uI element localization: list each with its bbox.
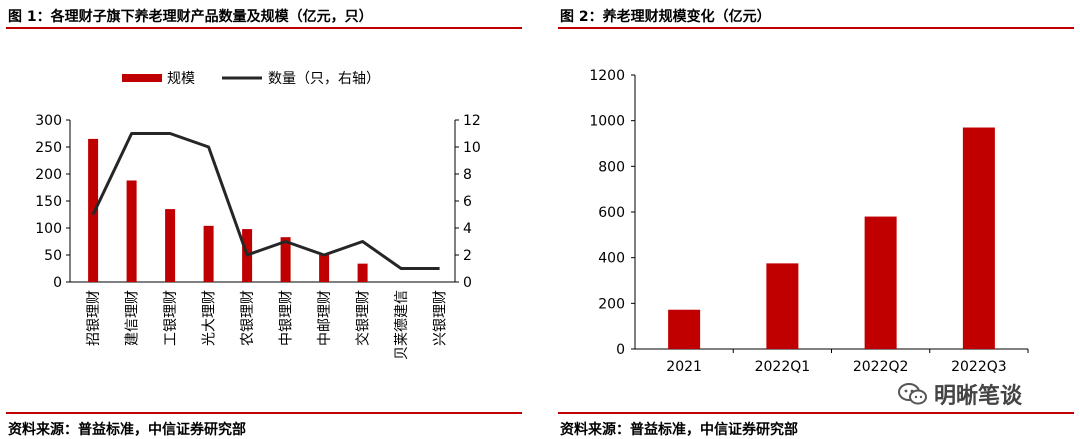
x-tick-label: 2022Q2 <box>853 359 909 375</box>
y-tick-label-left: 0 <box>53 275 62 291</box>
y-tick-label-right: 0 <box>463 275 472 291</box>
left-source: 资料来源：普益标准，中信证券研究部 <box>8 422 246 438</box>
y-tick-label-right: 8 <box>463 167 472 183</box>
right-bar-chart: 1200 1000 800 600 400 200 0 2021 2022Q1 2022Q2 202… <box>589 68 1029 375</box>
y-tick-label: 400 <box>598 251 625 267</box>
y-tick-label-left: 50 <box>44 248 62 264</box>
x-tick-label: 中银理财 <box>279 290 295 346</box>
legend-swatch-bar <box>122 74 162 82</box>
bar-0 <box>668 309 701 349</box>
x-tick-label: 农银理财 <box>240 290 256 346</box>
bar-0 <box>88 138 99 282</box>
bar-1 <box>126 180 137 282</box>
y-tick-label-right: 10 <box>463 140 481 156</box>
bar-7 <box>357 263 368 282</box>
x-tick-label: 2022Q1 <box>755 359 811 375</box>
x-tick-label: 中邮理财 <box>317 290 333 346</box>
y-tick-label: 800 <box>598 159 625 175</box>
y-tick-label: 200 <box>598 296 625 312</box>
right-title-rule <box>558 27 1074 29</box>
y-tick-label-left: 300 <box>35 113 62 129</box>
y-tick-label: 1200 <box>589 68 625 84</box>
right-source: 资料来源：普益标准，中信证券研究部 <box>560 422 798 438</box>
watermark-text: 明晰笔谈 <box>934 384 1023 409</box>
y-tick-label-right: 4 <box>463 221 472 237</box>
x-tick-label: 贝莱德建信 <box>394 290 410 360</box>
x-tick-label: 光大理财 <box>202 290 218 346</box>
watermark: 明晰笔谈 <box>898 378 1022 410</box>
legend-label-line: 数量（只，右轴） <box>268 71 380 87</box>
line-series-count <box>91 132 440 270</box>
y-tick-label-right: 2 <box>463 248 472 264</box>
bar-3 <box>962 127 995 350</box>
bar-2 <box>864 216 897 349</box>
x-tick-label: 工银理财 <box>163 290 179 346</box>
y-tick-label-left: 100 <box>35 221 62 237</box>
y-tick-label-right: 6 <box>463 194 472 210</box>
y-tick-label-left: 200 <box>35 167 62 183</box>
y-tick-label-left: 150 <box>35 194 62 210</box>
left-combo-chart: 规模 数量（只，右轴） 300 250 200 150 100 50 0 12 10 8 6 4 2 0 招银理… <box>35 71 481 360</box>
bar-1 <box>766 263 799 349</box>
wechat-icon <box>898 383 927 405</box>
x-tick-label: 2022Q3 <box>951 359 1007 375</box>
bar-3 <box>203 225 214 282</box>
y-tick-label-right: 12 <box>463 113 481 129</box>
y-tick-label: 600 <box>598 205 625 221</box>
x-tick-label: 招银理财 <box>86 290 102 346</box>
right-chart-title: 图 2：养老理财规模变化（亿元） <box>560 9 771 25</box>
bar-6 <box>319 253 330 282</box>
bar-2 <box>165 209 176 282</box>
x-tick-label: 兴银理财 <box>433 290 449 346</box>
right-source-rule <box>558 412 1074 414</box>
left-title-rule <box>6 27 522 29</box>
bar-5 <box>280 237 291 282</box>
y-tick-label: 0 <box>616 342 625 358</box>
x-tick-label: 交银理财 <box>355 290 372 346</box>
y-tick-label-left: 250 <box>35 140 62 156</box>
x-tick-label: 2021 <box>666 359 702 375</box>
left-source-rule <box>6 412 522 414</box>
x-tick-label: 建信理财 <box>125 290 141 346</box>
left-chart-title: 图 1：各理财子旗下养老理财产品数量及规模（亿元，只） <box>8 9 373 25</box>
legend-label-bar: 规模 <box>167 71 195 87</box>
y-tick-label: 1000 <box>589 114 625 130</box>
